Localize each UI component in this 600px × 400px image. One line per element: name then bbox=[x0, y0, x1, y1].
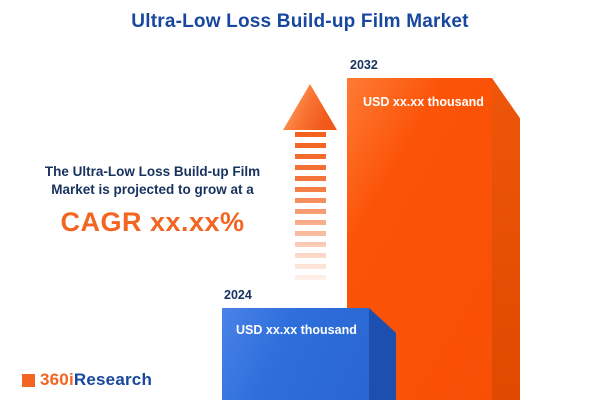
bar-2024-year-label: 2024 bbox=[224, 288, 252, 302]
growth-arrow-shaft bbox=[295, 132, 326, 286]
bar-2032-value-label: USD xx.xx thousand bbox=[363, 95, 484, 109]
brand-logo: 360iResearch bbox=[22, 370, 152, 390]
logo-square-icon bbox=[22, 373, 35, 387]
growth-arrow-icon bbox=[283, 84, 337, 130]
cagr-value: CAGR xx.xx% bbox=[60, 207, 245, 238]
logo-suffix: Research bbox=[73, 370, 153, 389]
bar-2024 bbox=[222, 308, 369, 400]
bar-2032-side-face bbox=[492, 78, 520, 400]
logo-text: 360iResearch bbox=[40, 370, 152, 390]
description-line1: The Ultra-Low Loss Build-up Film bbox=[44, 164, 261, 179]
logo-prefix: 360i bbox=[40, 370, 74, 389]
bar-2032-year-label: 2032 bbox=[350, 58, 378, 72]
description-line2: Market is projected to grow at a bbox=[51, 181, 254, 197]
page-title: Ultra-Low Loss Build-up Film Market bbox=[131, 11, 469, 32]
bar-2024-value-label: USD xx.xx thousand bbox=[236, 323, 357, 337]
growth-description: The Ultra-Low Loss Build-up Film Market … bbox=[25, 163, 280, 240]
